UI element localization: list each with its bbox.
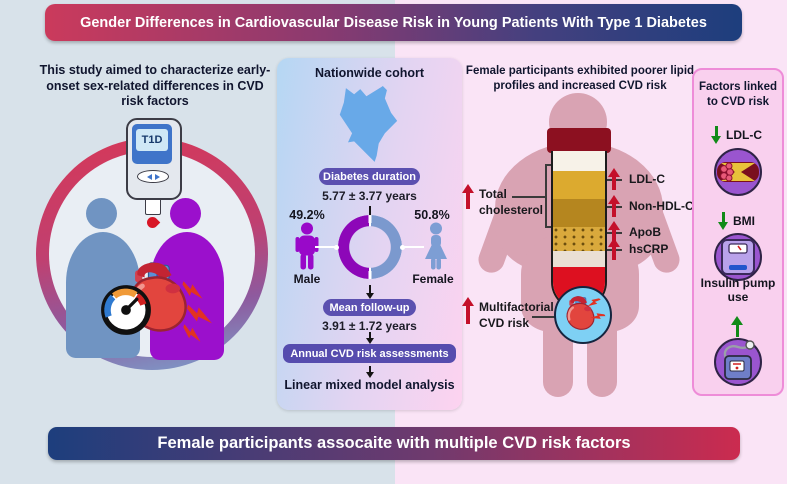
tube-layer-nonhdl [553,199,605,227]
label-line [598,206,622,208]
label-line [598,232,622,234]
meter-screen: T1D [132,124,172,164]
pressure-gauge-icon [101,285,151,335]
conclusion-banner: Female participants assocaite with multi… [48,427,740,460]
study-caption: This study aimed to characterize early-o… [39,63,271,109]
label-line [512,196,546,198]
meter-display: T1D [136,129,168,151]
meter-buttons [137,170,169,183]
connector-dot [400,244,405,250]
down-arrow-icon [364,332,376,344]
female-icon [425,222,447,270]
connector-line [402,246,424,248]
tube-layer-plasma [553,151,605,171]
male-percentage: 49.2% [289,208,325,222]
red-up-arrow-icon [461,184,475,209]
male-silhouette-head [86,198,117,229]
factor-label: LDL-C [726,128,762,142]
body-scale-icon [714,233,762,281]
diabetes-duration-value: 5.77 ± 3.77 years [322,189,417,203]
title-text: Gender Differences in Cardiovascular Dis… [80,14,707,31]
mean-followup-badge: Mean follow-up [323,299,416,316]
female-label: Female [412,272,454,286]
insulin-pump-icon [714,338,762,386]
marker-label: Non-HDL-C [629,199,694,213]
down-arrow-icon [364,285,376,299]
tube-cap [547,128,611,153]
connector-dot [334,244,339,250]
marker-label: hsCRP [629,242,669,256]
green-up-arrow-icon [731,316,743,337]
green-down-arrow-icon [711,126,721,144]
cvd-heart-badge [554,286,612,344]
down-arrow-icon [364,366,376,378]
glucose-meter-icon: T1D [126,118,182,200]
cohort-panel: Nationwide cohort Diabetes duration 5.77… [277,58,462,410]
multifactorial-label: Multifactorial CVD risk [479,300,554,331]
left-arrow-icon [146,173,152,180]
connector-line [315,246,337,248]
bracket-line [545,164,552,166]
insulin-pump-label: Insulin pump use [700,276,776,305]
red-up-arrow-icon [607,195,621,217]
label-line [598,249,622,251]
factors-title: Factors linked to CVD risk [699,81,777,108]
tube-layer-ldl [553,171,605,199]
assessments-badge: Annual CVD risk assessments [283,344,456,363]
label-line [532,316,556,318]
female-silhouette-head [170,198,201,229]
label-line [598,179,622,181]
mean-followup-value: 3.91 ± 1.72 years [322,319,417,333]
bracket-line [545,226,552,228]
factor-label: BMI [733,214,755,228]
factors-panel: Factors linked to CVD risk LDL-C BMI [692,68,784,396]
tube-layer-hscrp [553,251,605,267]
tube-layer-apob [553,227,605,251]
diabetes-duration-badge: Diabetes duration [319,168,420,185]
red-up-arrow-icon [461,297,475,324]
marker-label: ApoB [629,225,661,239]
green-down-arrow-icon [718,212,728,230]
blood-test-tube-icon [551,151,607,310]
red-up-arrow-icon [607,238,621,260]
conclusion-text: Female participants assocaite with multi… [157,434,631,452]
female-percentage: 50.8% [414,208,450,222]
male-icon [295,222,319,270]
analysis-label: Linear mixed model analysis [284,378,455,392]
male-label: Male [293,272,321,286]
bracket-line [545,164,547,228]
results-title: Female participants exhibited poorer lip… [465,65,695,92]
cohort-title: Nationwide cohort [314,66,425,80]
marker-label: LDL-C [629,172,665,186]
red-up-arrow-icon [607,221,621,243]
total-cholesterol-label: Total cholesterol [479,187,544,218]
artery-plaque-icon [714,148,762,196]
red-up-arrow-icon [607,168,621,190]
kenya-map [339,86,398,162]
title-banner: Gender Differences in Cardiovascular Dis… [45,4,742,41]
right-arrow-icon [154,173,160,180]
sex-distribution-donut [338,215,402,279]
